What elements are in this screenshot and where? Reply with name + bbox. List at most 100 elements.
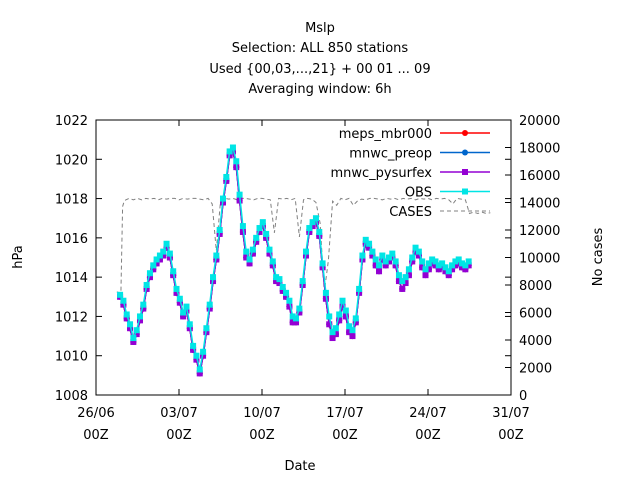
data-point-obs [156,252,163,259]
data-point-mnwc-pysurfex [266,250,273,257]
data-point-obs [160,248,167,255]
data-point-mnwc-pysurfex [173,289,180,296]
data-point-mnwc-pysurfex [286,303,293,310]
data-point-obs [136,313,143,320]
data-point-obs [342,307,349,314]
data-point-obs [166,250,173,257]
data-point-obs [322,289,329,296]
data-point-obs [133,327,140,334]
data-point-obs [389,250,396,257]
data-point-obs [329,329,336,336]
data-point-mnwc-pysurfex [339,303,346,310]
data-point-mnwc-pysurfex [123,315,130,322]
chart-subtitle-1: Selection: ALL 850 stations [231,41,409,56]
data-point-obs [352,315,359,322]
legend-marker-mnwc-preop [462,149,468,156]
data-point-obs [276,276,283,283]
x-tick-label: 10/07 [243,406,280,421]
x-tick-label: 31/07 [492,406,529,421]
data-point-mnwc-pysurfex [229,148,236,155]
data-point-obs [143,282,150,288]
y-tick-label: 1016 [55,232,88,247]
data-point-mnwc-pysurfex [312,219,319,226]
data-point-mnwc-pysurfex [196,370,203,377]
data-point-obs [369,248,376,255]
data-point-obs [435,262,442,269]
data-point-obs [193,352,200,359]
y2-tick-label: 4000 [519,334,552,349]
data-point-obs [349,327,356,334]
y-tick-label: 1014 [55,271,88,286]
data-point-mnwc-pysurfex [256,228,263,235]
data-point-mnwc-pysurfex [382,262,389,269]
data-point-obs [356,285,363,292]
y2-tick-label: 10000 [519,252,560,267]
data-point-mnwc-pysurfex [376,268,383,275]
data-point-mnwc-pysurfex [296,309,303,316]
data-point-mnwc-pysurfex [140,305,147,312]
data-point-obs [256,225,263,232]
data-point-obs [439,260,446,267]
data-point-mnwc-pysurfex [176,299,183,306]
y-axis-label: hPa [11,245,26,268]
legend-label-mnwc-pysurfex: mnwc_pysurfex [330,166,432,181]
data-point-obs [170,268,177,275]
y-tick-label: 1012 [55,310,88,325]
data-point-obs [346,323,353,330]
data-point-obs [372,256,379,263]
data-point-obs [289,313,296,320]
data-point-mnwc-pysurfex [120,301,127,308]
data-point-mnwc-pysurfex [163,244,170,251]
data-point-mnwc-pysurfex [249,250,256,257]
data-point-obs [425,260,432,267]
data-point-obs [319,260,326,267]
data-point-mnwc-pysurfex [146,274,153,281]
x-tick-label: 03/07 [160,406,197,421]
data-point-obs [455,256,462,263]
data-point-mnwc-pysurfex [259,223,266,230]
data-point-obs [213,252,220,259]
legend-label-obs: OBS [405,186,432,201]
data-point-obs [332,325,339,332]
data-point-obs [379,252,386,259]
chart-subtitle-3: Averaging window: 6h [248,82,392,97]
y-tick-label: 1018 [55,193,88,208]
x-axis-label: Date [284,459,315,474]
data-point-obs [246,256,253,263]
data-point-obs [442,264,449,271]
data-point-obs [233,158,240,165]
data-point-obs [309,219,316,226]
data-point-obs [286,297,293,304]
data-point-obs [219,195,226,202]
data-point-mnwc-pysurfex [183,307,190,314]
y2-tick-label: 16000 [519,169,560,184]
data-point-obs [336,311,343,318]
x-tick-label: 26/06 [77,406,114,421]
legend-marker-obs [462,188,468,195]
data-point-mnwc-pysurfex [289,319,296,326]
data-point-mnwc-pysurfex [459,264,466,271]
data-point-mnwc-pysurfex [263,234,270,241]
data-point-mnwc-pysurfex [133,331,140,338]
y-tick-label: 1020 [55,153,88,168]
data-point-mnwc-pysurfex [349,333,356,340]
data-point-obs [266,246,273,253]
data-point-obs [312,215,319,222]
data-point-obs [117,291,124,298]
data-point-obs [402,274,409,281]
data-point-obs [412,244,419,251]
data-point-mnwc-pysurfex [362,240,369,247]
data-point-mnwc-pysurfex [449,266,456,273]
data-point-obs [239,223,246,230]
data-point-mnwc-pysurfex [445,272,452,279]
data-point-obs [236,191,243,198]
data-point-mnwc-pysurfex [346,329,353,336]
data-point-obs [399,278,406,285]
data-point-obs [362,236,369,243]
data-point-obs [366,240,373,247]
y2-tick-label: 8000 [519,279,552,294]
data-point-obs [279,283,286,290]
data-point-mnwc-pysurfex [465,262,472,269]
data-point-mnwc-pysurfex [180,313,187,320]
